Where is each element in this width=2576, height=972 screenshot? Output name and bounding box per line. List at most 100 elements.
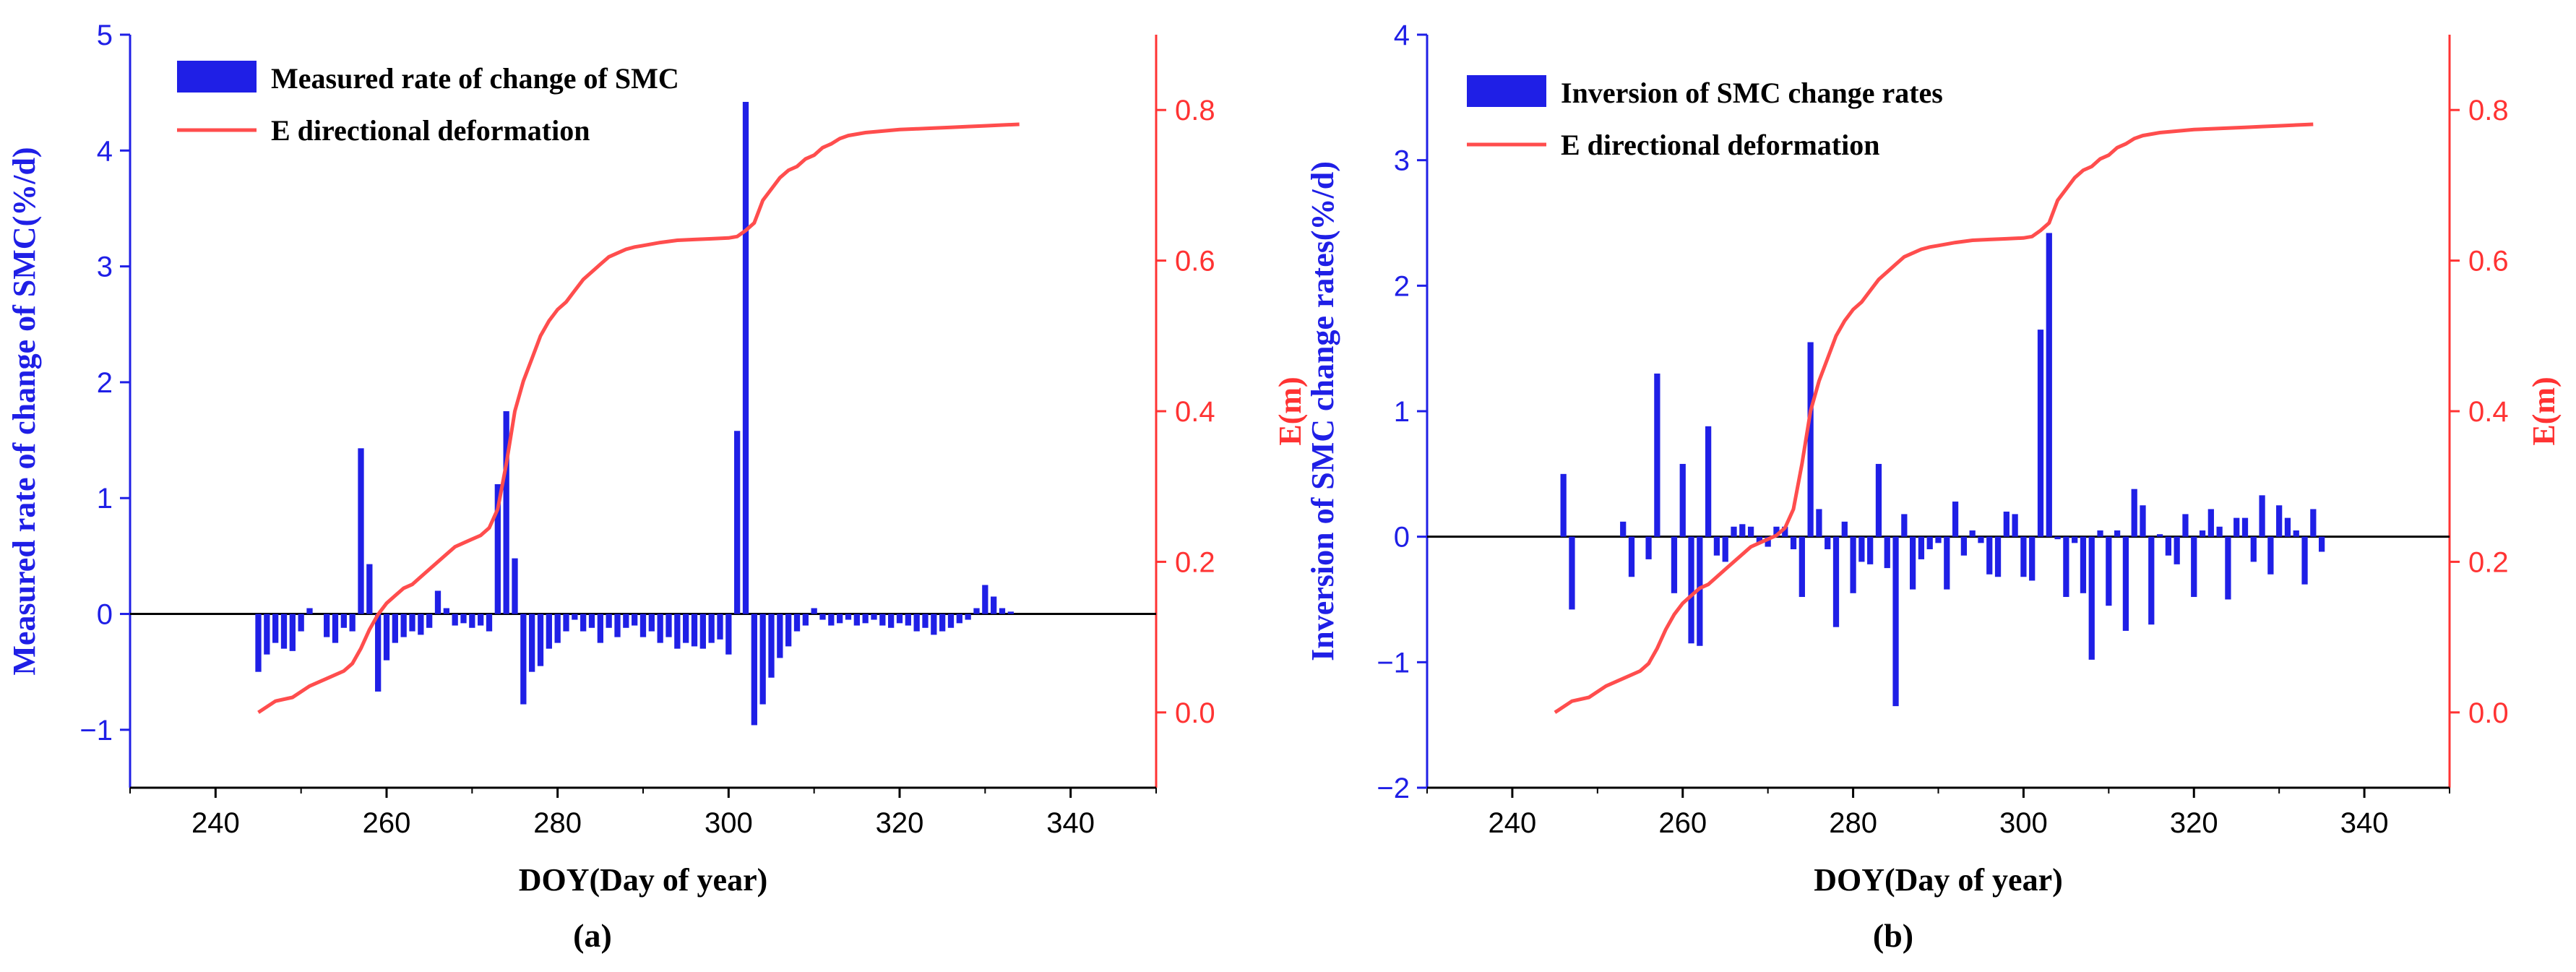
panel-label: (b): [1873, 917, 1913, 954]
bar: [2259, 495, 2265, 537]
x-tick-label: 260: [1658, 807, 1707, 839]
bar: [289, 614, 296, 651]
bar: [717, 614, 723, 640]
bar: [793, 614, 801, 632]
x-tick-label: 320: [876, 807, 924, 839]
bar: [1782, 526, 1788, 537]
bar: [2054, 536, 2061, 540]
bar: [2063, 536, 2069, 598]
y2-tick-label: 0.8: [1175, 95, 1215, 126]
bar: [1765, 536, 1771, 547]
x-tick-label: 320: [2170, 807, 2218, 839]
bar: [2156, 534, 2163, 537]
bar: [991, 596, 997, 614]
bar: [2293, 530, 2299, 537]
bar: [1569, 536, 1575, 610]
x-tick-label: 340: [1046, 807, 1095, 839]
bar: [452, 614, 458, 626]
bar: [1935, 536, 1942, 543]
bar: [469, 614, 475, 628]
y-tick-label: 2: [1394, 270, 1410, 302]
bar: [340, 614, 347, 628]
bar: [1986, 536, 1993, 575]
bar: [2216, 526, 2223, 537]
bar: [2029, 536, 2036, 581]
chart-panel-b: 240 260 280 300 320 340 −2 −1 0 1 2 3 4 0.0 0.2 0.4 0.6 0…: [1305, 20, 2562, 954]
bar: [1909, 536, 1916, 590]
bar: [392, 614, 398, 643]
bar: [905, 614, 911, 626]
bar: [699, 614, 706, 649]
bar: [400, 614, 407, 637]
bar: [1816, 509, 1822, 537]
y2-tick-label: 0.4: [2468, 396, 2509, 428]
bar: [2088, 536, 2095, 660]
bar: [1832, 536, 1840, 627]
bar: [383, 614, 390, 661]
bar: [597, 614, 603, 643]
bar: [896, 614, 903, 624]
bar: [614, 614, 621, 637]
y2-tick-label: 0.0: [1175, 697, 1215, 729]
legend-bar-swatch: [177, 61, 257, 93]
y-tick-label: 2: [97, 367, 113, 399]
bar: [913, 614, 920, 632]
bar: [537, 614, 544, 666]
x-tick-label: 240: [1489, 807, 1537, 839]
chart-panel-a: 240 260 280 300 320 340 −1 0 1 2 3 4 5 0.0 0.2 0.4 0.6 0.…: [7, 20, 1308, 954]
bar: [349, 614, 356, 632]
bar: [434, 590, 441, 614]
y2-tick-label: 0.8: [2468, 95, 2509, 126]
bar: [725, 614, 732, 655]
deformation-line: [257, 122, 1020, 714]
bar: [2012, 514, 2018, 537]
y2-axis-title: E(m): [1272, 377, 1308, 445]
x-tick-label: 280: [1829, 807, 1877, 839]
panel-label: (a): [573, 917, 612, 954]
bar: [965, 614, 971, 620]
bar: [324, 614, 330, 637]
bar: [1892, 536, 1899, 707]
bar: [529, 614, 535, 672]
bar: [1620, 521, 1627, 537]
bar: [2106, 536, 2112, 606]
bar: [1739, 524, 1746, 537]
x-tick-label: 340: [2340, 807, 2389, 839]
y-tick-label: 0: [97, 599, 113, 631]
bar: [1850, 536, 1856, 593]
bar: [1994, 536, 2002, 577]
bar: [657, 614, 663, 643]
bar: [2241, 517, 2249, 537]
bar: [751, 614, 757, 726]
legend-bar-swatch: [1467, 75, 1546, 107]
bar: [674, 614, 681, 649]
y-tick-label: 0: [1394, 522, 1410, 554]
bar: [1654, 373, 1660, 537]
bar: [272, 614, 279, 643]
bar: [478, 614, 484, 626]
bar: [639, 614, 647, 637]
y-tick-label: −1: [1377, 647, 1410, 679]
bar: [1858, 536, 1865, 562]
bar: [418, 614, 424, 635]
bar: [982, 585, 988, 614]
bar: [2267, 536, 2274, 575]
bar: [2233, 517, 2240, 537]
bar: [1645, 536, 1652, 559]
bar: [358, 448, 364, 614]
bar: [1867, 536, 1874, 564]
bar: [973, 608, 980, 614]
bar: [2148, 536, 2155, 625]
bar: [888, 614, 895, 628]
bar: [1978, 536, 1984, 543]
y2-tick-label: 0.2: [2468, 546, 2509, 578]
bar: [512, 558, 518, 614]
bar: [632, 614, 638, 626]
y-tick-label: 4: [1394, 20, 1410, 51]
bar: [1799, 536, 1805, 598]
y2-axis-title: E(m): [2526, 377, 2562, 445]
bar: [665, 614, 672, 637]
bar: [742, 101, 749, 614]
bar: [2199, 530, 2206, 537]
y-tick-label: −2: [1377, 773, 1410, 804]
